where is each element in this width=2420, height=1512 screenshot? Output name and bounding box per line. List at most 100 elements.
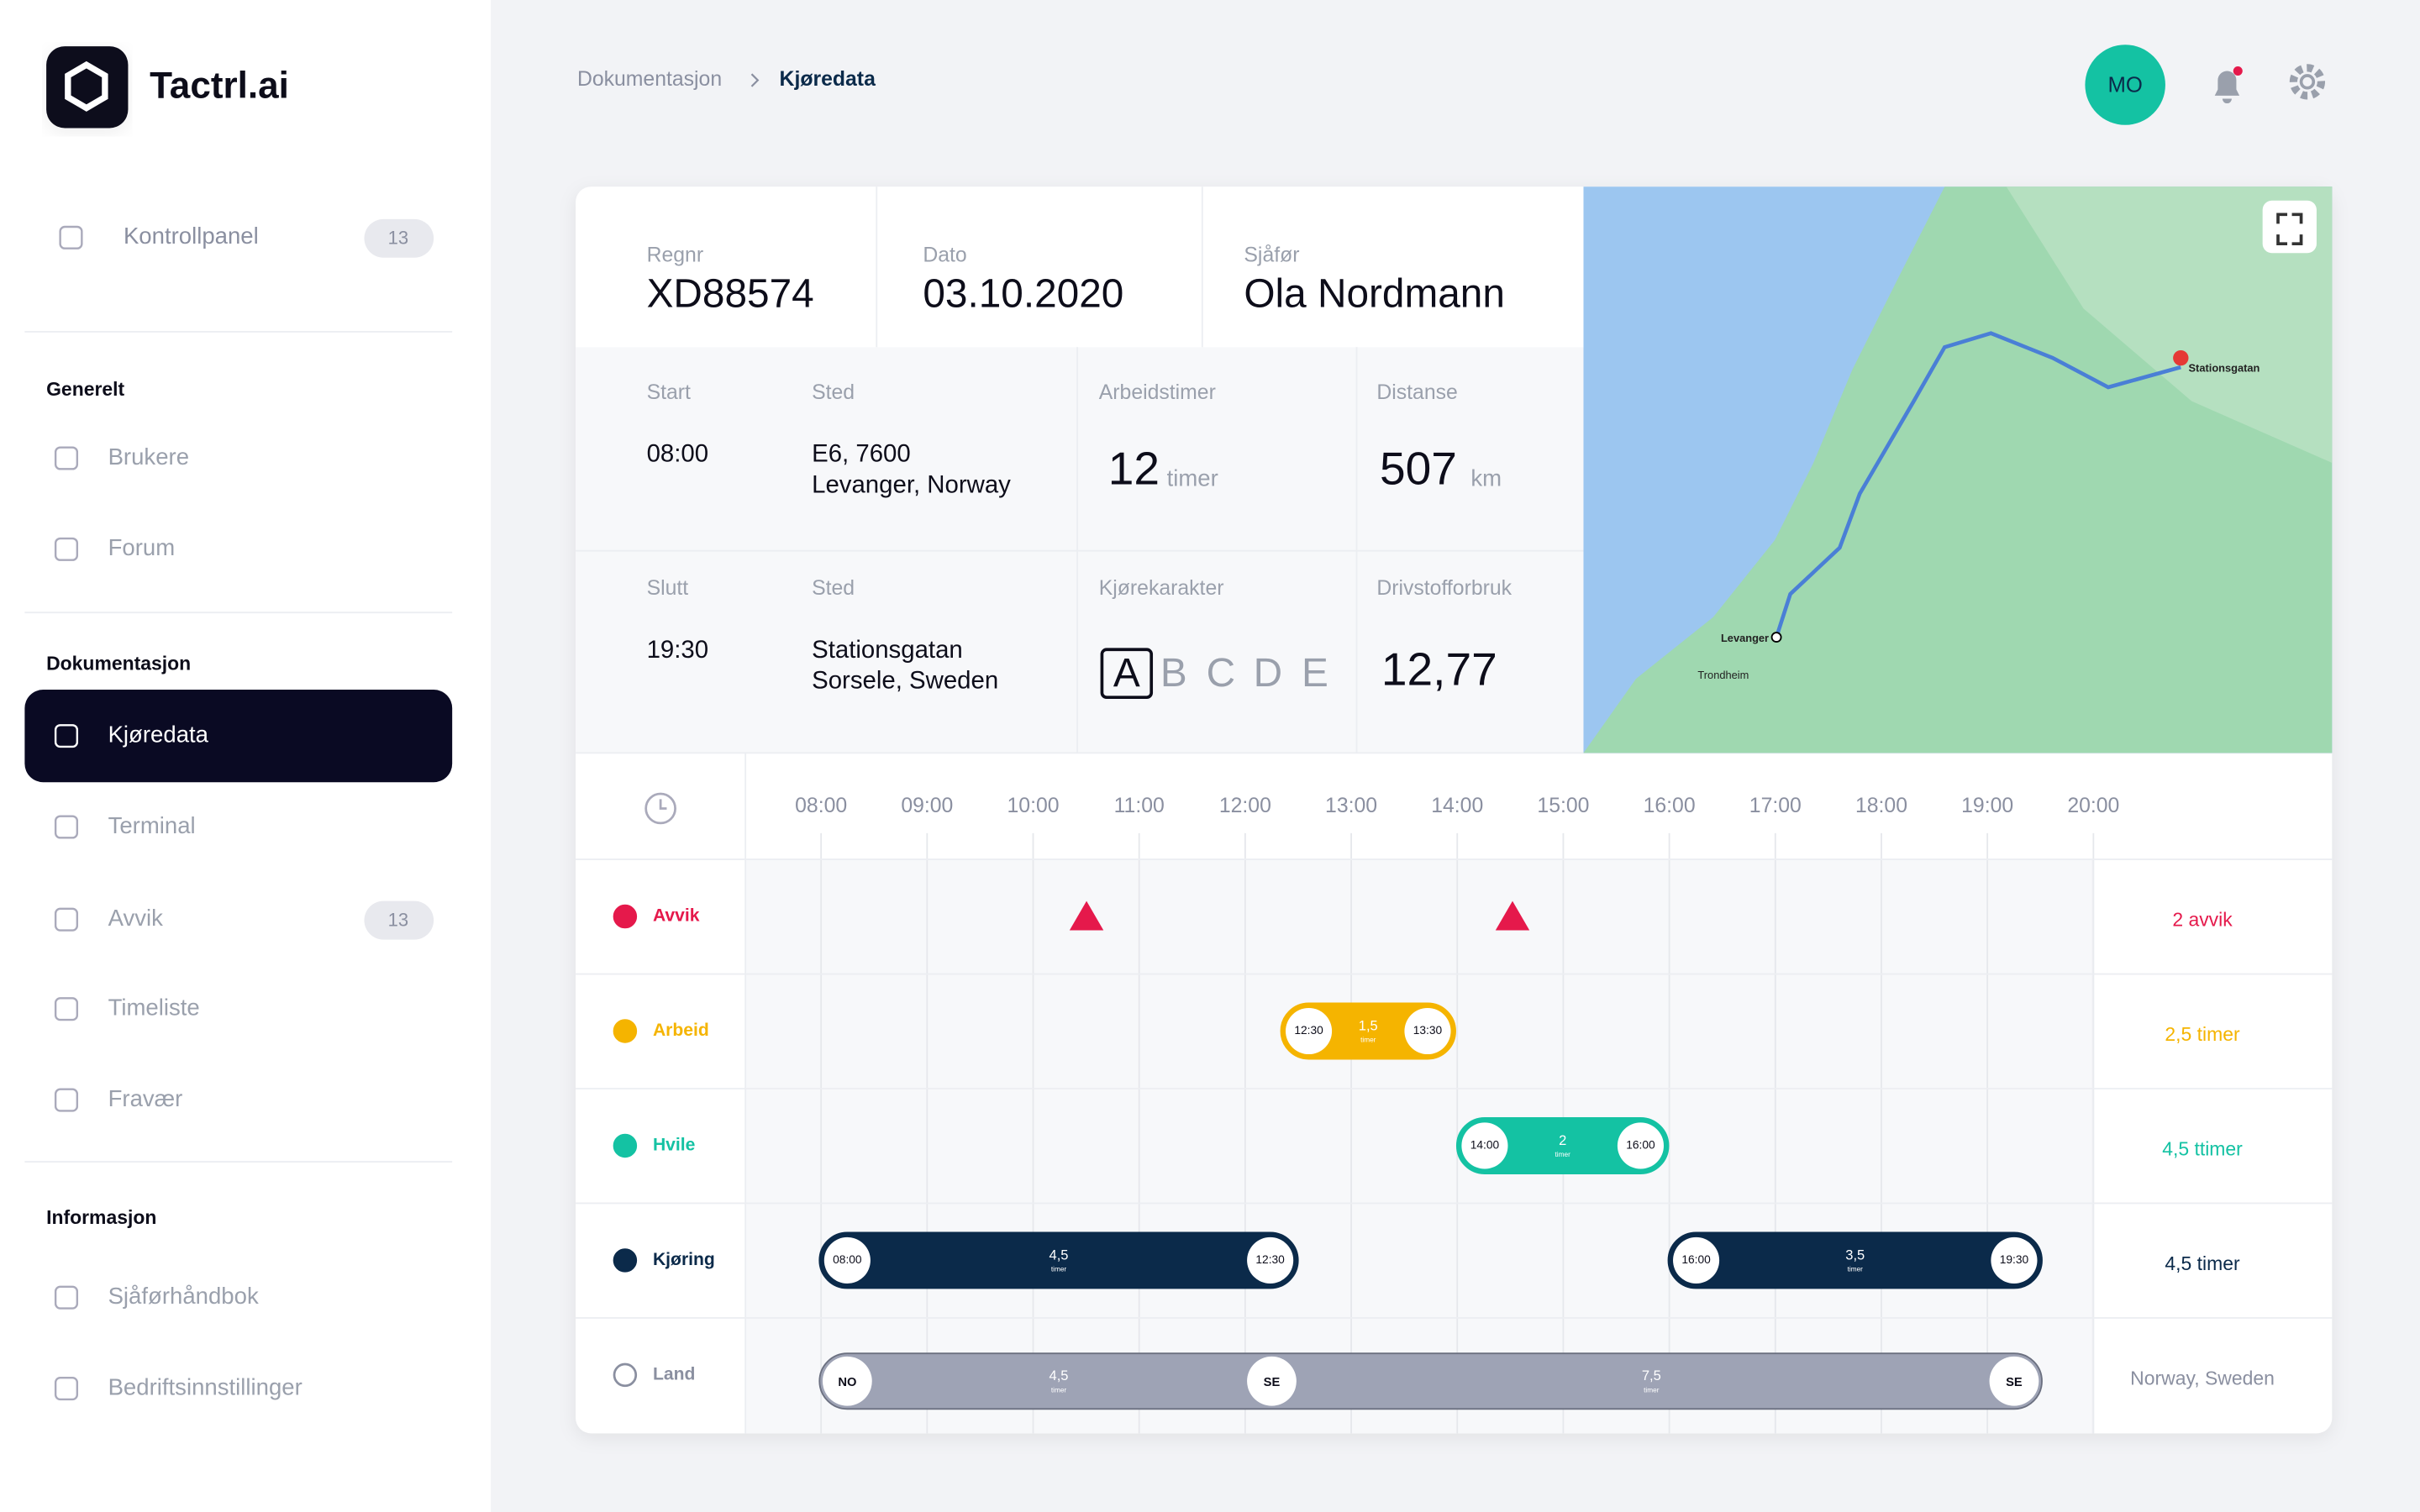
nav-label: Brukere — [108, 444, 189, 470]
logo[interactable] — [46, 46, 129, 129]
hour-label: 19:00 — [1961, 795, 2013, 817]
nav-icon — [54, 1377, 79, 1401]
section-title: Informasjon — [46, 1206, 156, 1228]
start-pin — [1770, 632, 1782, 643]
field-value: 08:00 — [647, 440, 709, 468]
field-label: Dato — [923, 244, 966, 266]
logo-mark — [65, 60, 108, 112]
unit: timer — [1167, 465, 1218, 491]
settings-icon[interactable] — [2289, 64, 2326, 100]
map — [1583, 186, 2333, 753]
nav-item[interactable] — [24, 789, 452, 866]
field-label: Start — [647, 381, 691, 404]
field-value: XD88574 — [647, 271, 814, 316]
big-value: 12,77 — [1381, 643, 1497, 695]
nav-item[interactable] — [24, 511, 452, 588]
hour-label: 18:00 — [1855, 795, 1907, 817]
grade-option: D — [1254, 651, 1282, 696]
clock-hands — [659, 799, 667, 810]
field-value: Stationsgatan — [812, 636, 963, 664]
segment-end-time: 13:30 — [1413, 1024, 1443, 1037]
hour-label: 14:00 — [1431, 795, 1483, 817]
big-value: 12 — [1108, 443, 1160, 495]
settings-icon-core — [2299, 74, 2316, 90]
nav-label: Kontrollpanel — [124, 223, 259, 249]
segment-start: 16:00 — [1681, 1253, 1711, 1266]
nav-badge — [364, 900, 434, 940]
leg-duration: 7,5 — [1642, 1368, 1661, 1383]
nav-item[interactable] — [24, 1062, 452, 1139]
nav-icon — [54, 1285, 79, 1310]
timeline-grid — [745, 859, 2093, 1434]
nav-label: Terminal — [108, 812, 196, 838]
field-value: 19:30 — [647, 636, 709, 664]
leg-unit: timer — [1051, 1386, 1067, 1394]
field-value: E6, 7600 — [812, 440, 911, 468]
row-label: Kjøring — [653, 1250, 715, 1269]
nav-icon — [54, 537, 79, 561]
field-label: Drivstofforbruk — [1376, 577, 1512, 600]
nav-badge — [364, 218, 434, 258]
avatar[interactable] — [2085, 45, 2165, 125]
nav-item[interactable] — [24, 420, 452, 497]
field-label: Sjåfør — [1244, 244, 1299, 266]
nav-icon — [54, 997, 79, 1021]
segment-end — [1404, 1007, 1451, 1055]
field-value: 03.10.2020 — [923, 271, 1123, 316]
segment-bar[interactable] — [818, 1231, 1299, 1289]
hour-label: 16:00 — [1644, 795, 1696, 817]
hour-label: 10:00 — [1007, 795, 1060, 817]
land-bar[interactable] — [818, 1352, 2043, 1410]
field-value: Sorsele, Sweden — [812, 667, 998, 695]
row-total: 4,5 timer — [2165, 1252, 2240, 1274]
nav-active[interactable] — [24, 690, 453, 783]
row-label: Land — [653, 1364, 695, 1383]
field-label: Regnr — [647, 244, 704, 266]
hour-label: 08:00 — [795, 795, 847, 817]
row-label: Arbeid — [653, 1021, 709, 1040]
bell-icon[interactable] — [2214, 71, 2240, 104]
route — [1774, 331, 2181, 638]
nav-label: Bedriftsinnstillinger — [108, 1373, 302, 1399]
field-value: Ola Nordmann — [1244, 271, 1505, 316]
warning-marker — [1069, 900, 1104, 931]
segment-duration: 2 — [1559, 1132, 1566, 1148]
nav-item[interactable] — [24, 970, 452, 1047]
hour-label: 09:00 — [901, 795, 953, 817]
land-stop — [1989, 1356, 2039, 1406]
field-label: Distanse — [1376, 381, 1457, 404]
row-label: Avvik — [653, 906, 700, 926]
fullscreen-button[interactable] — [2262, 200, 2317, 254]
hour-label: 20:00 — [2067, 795, 2119, 817]
hour-label: 12:00 — [1219, 795, 1271, 817]
leg-duration: 4,5 — [1050, 1368, 1069, 1383]
field-label: Slutt — [647, 577, 689, 600]
field-value: Levanger, Norway — [812, 470, 1011, 498]
nav-icon — [54, 724, 79, 748]
row-total: 4,5 ttimer — [2162, 1138, 2243, 1160]
notification-dot — [2233, 66, 2243, 76]
segment-duration: 3,5 — [1845, 1247, 1865, 1263]
grade-option: C — [1207, 651, 1235, 696]
breadcrumb-sep — [750, 73, 760, 87]
end-pin — [2173, 349, 2189, 366]
section-title: Dokumentasjon — [46, 653, 191, 675]
leg-unit: timer — [1644, 1386, 1660, 1394]
segment-bar[interactable] — [1667, 1231, 2043, 1289]
segment-bar[interactable] — [1455, 1116, 1670, 1174]
segment-end — [1247, 1236, 1294, 1284]
row-icon — [613, 1019, 638, 1043]
nav-icon — [54, 907, 79, 932]
breadcrumb: Dokumentasjon — [577, 68, 722, 91]
nav-icon — [54, 446, 79, 470]
big-value: 507 — [1380, 443, 1457, 495]
row-total: 2,5 timer — [2165, 1023, 2240, 1045]
segment-unit: timer — [1360, 1037, 1376, 1044]
segment-duration: 4,5 — [1050, 1247, 1069, 1263]
map-label: Stationsgatan — [2188, 361, 2260, 374]
nav-label: Fravær — [108, 1085, 183, 1111]
land-stop — [822, 1356, 872, 1406]
fullscreen-icon — [2276, 213, 2303, 246]
hour-label: 15:00 — [1537, 795, 1589, 817]
